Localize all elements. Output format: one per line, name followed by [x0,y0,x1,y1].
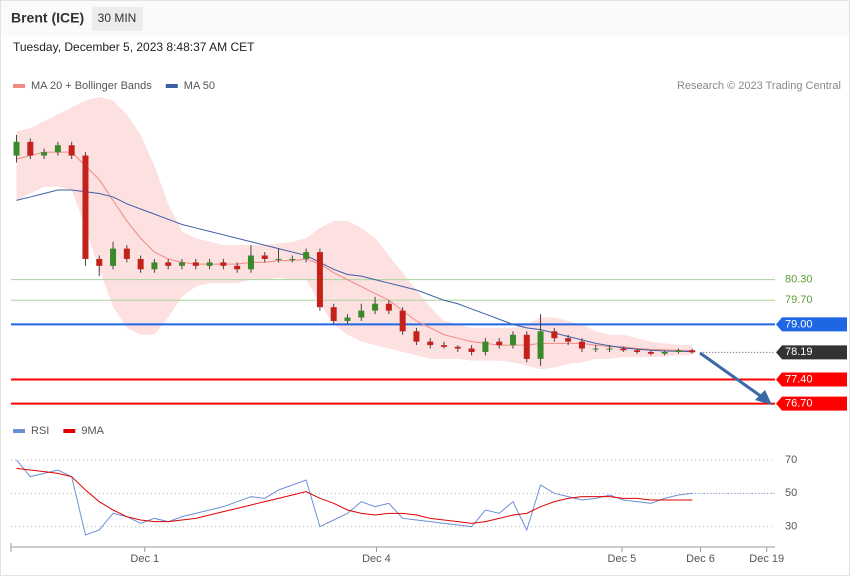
candle-body [316,252,323,308]
candle-body [523,334,530,359]
y-tick-label: 70 [785,454,797,466]
candle-body [647,351,654,354]
symbol: Brent (ICE) [11,10,84,26]
candle-body [261,255,268,259]
candle-body [413,331,420,342]
candle-body [661,351,668,354]
candle-body [551,331,558,339]
candle-body [151,262,158,270]
candle-body [358,310,365,318]
y-tick-label: 30 [785,521,797,533]
candle-body [496,341,503,346]
level-label: 80.30 [785,274,813,286]
arrow-head [755,390,772,405]
moving-average [16,189,693,353]
candle-body [192,262,199,266]
candle-body [565,338,572,342]
candle-body [620,348,627,351]
level-label: 78.19 [785,346,813,358]
candle-body [330,307,337,321]
level-tag [776,317,847,332]
legend-label: 9MA [81,425,104,437]
candle-body [675,350,682,352]
x-tick-label: Dec 19 [749,553,784,565]
candle-body [482,341,489,352]
x-tick-label: Dec 4 [362,553,391,565]
candle-body [689,350,696,353]
y-tick-label: 50 [785,487,797,499]
candle-body [303,252,310,259]
legend-swatch [13,84,25,88]
candle-body [179,262,186,266]
indicator-line [16,459,693,536]
legend-label: MA 50 [184,80,215,92]
bollinger-band [16,97,693,370]
level-tag [776,396,847,411]
candle-body [137,258,144,270]
arrow-shaft [699,351,763,399]
candle-body [592,348,599,350]
candle-body [606,348,613,350]
interval-box[interactable] [92,7,143,31]
x-tick-label: Dec 6 [686,553,715,565]
timestamp: Tuesday, December 5, 2023 8:48:37 AM CET [13,40,255,54]
level-tag [776,345,847,360]
legend-swatch [63,429,76,433]
candle-body [220,262,227,266]
level-label: 79.00 [785,318,813,330]
candle-body [427,341,434,346]
candle-body [96,258,103,266]
candle-body [54,145,61,153]
candle-body [41,152,48,156]
candle-body [441,345,448,347]
candle-body [68,145,75,156]
candle-body [454,346,461,349]
candle-body [289,258,296,260]
candle-body [344,317,351,321]
candle-body [537,331,544,359]
level-label: 77.40 [785,373,813,385]
credit: Research © 2023 Trading Central [677,80,841,92]
candle-body [372,303,379,311]
level-label: 76.70 [785,398,813,410]
candle-body [399,310,406,332]
candle-body [234,265,241,270]
interval[interactable]: 30 MIN [98,11,137,25]
candle-body [82,155,89,259]
candle-body [634,350,641,352]
forecast-arrow [699,351,772,405]
candle-body [110,248,117,266]
candle-body [165,262,172,266]
legend-label: RSI [31,425,49,437]
candle-body [509,334,516,346]
candle-body [578,341,585,349]
candle-body [468,348,475,352]
candle-body [206,262,213,266]
candle-body [247,255,254,270]
candle-body [123,248,130,259]
candle-body [13,141,20,156]
indicator-line [16,467,693,524]
legend-swatch [165,84,178,88]
candle-body [27,141,34,156]
legend-swatch [13,429,25,433]
level-label: 79.70 [785,294,813,306]
x-tick-label: Dec 1 [130,553,159,565]
level-tag [776,372,847,387]
legend-label: MA 20 + Bollinger Bands [31,80,152,92]
candle-body [275,258,282,260]
x-tick-label: Dec 5 [608,553,637,565]
candle-body [385,303,392,311]
